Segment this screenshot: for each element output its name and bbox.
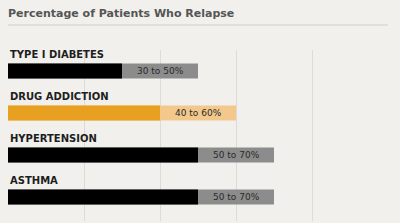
svg-text:50 to 70%: 50 to 70%	[213, 192, 260, 202]
svg-text:ASTHMA: ASTHMA	[10, 175, 58, 186]
svg-text:HYPERTENSION: HYPERTENSION	[10, 133, 97, 144]
svg-text:DRUG ADDICTION: DRUG ADDICTION	[10, 91, 109, 102]
svg-text:40 to 60%: 40 to 60%	[175, 108, 222, 118]
svg-text:TYPE I DIABETES: TYPE I DIABETES	[10, 49, 104, 60]
svg-text:50 to 70%: 50 to 70%	[213, 150, 260, 160]
svg-text:30 to 50%: 30 to 50%	[137, 66, 184, 76]
svg-text:Percentage of Patients Who Rel: Percentage of Patients Who Relapse	[8, 7, 234, 20]
